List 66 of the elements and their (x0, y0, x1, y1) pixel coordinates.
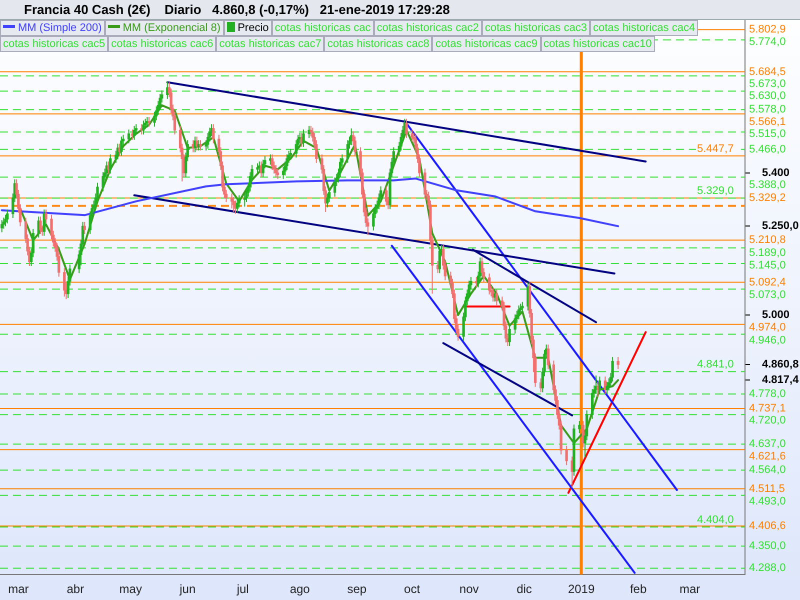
y-tick-label: 5.000 (762, 309, 790, 322)
ref-line-label: 5.447,7 (697, 142, 734, 155)
ref-line-label: 5.673,0 (749, 78, 786, 90)
annotation: cotas historicas cac7 (216, 36, 324, 52)
ref-line-label: 5.515,0 (749, 128, 786, 140)
ref-line-label: 4.404,0 (697, 514, 734, 526)
annotation: cotas historicas cac3 (482, 20, 590, 36)
annotation: cotas historicas cac (272, 20, 374, 36)
ref-line-label: 4.720,0 (749, 414, 786, 427)
x-tick-label: may (119, 582, 142, 596)
legend-label: MM (Exponencial 8) (104, 20, 224, 36)
ref-line-label: 4.493,0 (749, 495, 786, 508)
legend-label: Precio (224, 20, 272, 36)
ref-line-label: 5.566,1 (749, 116, 786, 128)
annotation: cotas historicas cac6 (108, 36, 216, 52)
x-tick-label: 2019 (568, 582, 595, 596)
ref-line-label: 5.210,8 (749, 234, 786, 246)
x-tick-label: mar (8, 582, 29, 596)
y-tick-label: 5.250,0 (762, 220, 799, 232)
y-tick-label: 4.860,8 (762, 358, 799, 371)
ref-line-label: 4.511,5 (749, 482, 785, 495)
ref-line-label: 4.350,0 (749, 540, 786, 552)
annotation: cotas historicas cac8 (324, 36, 432, 52)
ref-line-label: 4.737,1 (749, 402, 786, 415)
ref-line-label: 4.288,0 (749, 562, 786, 574)
ref-line-label: 5.092,4 (749, 276, 786, 288)
ref-line-label: 5.189,0 (749, 246, 786, 259)
y-tick-label: 5.400 (762, 166, 790, 179)
annotation: cotas historicas cac10 (540, 36, 655, 52)
x-tick-label: dic (516, 582, 532, 596)
ref-line-label: 5.073,0 (749, 289, 786, 302)
ref-line-label: 5.802,9 (749, 24, 786, 36)
annotation: cotas historicas cac4 (590, 20, 698, 36)
ref-line-label: 4.841,0 (697, 358, 734, 371)
x-tick-label: jul (236, 582, 249, 596)
ref-line-label: 4.564,0 (749, 464, 786, 476)
ref-line-label: 5.145,0 (749, 260, 786, 272)
x-tick-label: oct (404, 582, 421, 596)
ref-line-label: 4.974,0 (749, 321, 786, 334)
ref-line-label: 5.774,0 (749, 36, 786, 48)
x-tick-label: feb (630, 582, 647, 596)
x-tick-label: mar (679, 582, 700, 596)
ref-line-label: 4.621,6 (749, 450, 786, 463)
ref-line-label: 5.630,0 (749, 90, 786, 102)
ref-line-label: 5.578,0 (749, 104, 786, 116)
y-tick-label: 4.817,4 (762, 374, 800, 386)
ref-line-label: 5.684,5 (749, 66, 786, 78)
x-tick-label: ago (290, 582, 310, 596)
annotation: cotas historicas cac5 (0, 36, 108, 52)
chart-subtitle: Diario 4.860,8 (-0,17%) 21-ene-2019 17:29:28 (164, 2, 450, 17)
ref-line-label: 5.329,0 (697, 185, 734, 198)
chart-title: Francia 40 Cash (2€) (24, 2, 150, 17)
ref-line-label: 5.388,0 (749, 179, 786, 192)
ref-line-label: 4.637,0 (749, 438, 786, 450)
x-tick-label: jun (178, 582, 196, 596)
ref-line-label: 5.466,0 (749, 143, 786, 156)
ref-line-label: 5.329,2 (749, 192, 786, 204)
annotation: cotas historicas cac2 (374, 20, 482, 36)
ref-line-label: 4.946,0 (749, 334, 786, 346)
legend-label: MM (Simple 200) (0, 20, 105, 36)
x-tick-label: sep (347, 582, 367, 596)
x-tick-label: nov (459, 582, 479, 596)
annotation: cotas historicas cac9 (432, 36, 541, 52)
x-tick-label: abr (66, 582, 84, 596)
ref-line-label: 4.778,0 (749, 388, 786, 400)
ref-line-label: 4.406,6 (749, 520, 786, 532)
